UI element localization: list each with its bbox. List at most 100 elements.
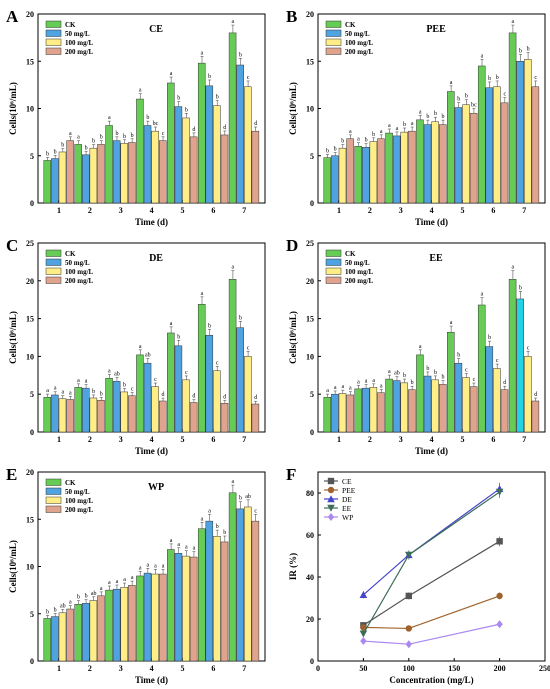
significance-label: c bbox=[247, 75, 250, 81]
significance-label: a bbox=[69, 600, 72, 606]
bar bbox=[213, 105, 221, 204]
bar bbox=[136, 98, 144, 204]
significance-label: a bbox=[61, 390, 64, 396]
bar bbox=[105, 125, 113, 204]
bar bbox=[120, 143, 129, 204]
bar bbox=[220, 541, 229, 662]
legend-swatch bbox=[325, 249, 342, 257]
significance-label: b bbox=[100, 135, 103, 141]
bar bbox=[244, 356, 252, 433]
bar bbox=[508, 32, 517, 204]
y-tick-label: 60 bbox=[306, 531, 314, 540]
legend-label: CK bbox=[65, 479, 76, 487]
bar bbox=[462, 104, 470, 204]
y-tick-label: 20 bbox=[26, 10, 34, 19]
bar bbox=[392, 380, 401, 433]
legend-label: 50 mg/L bbox=[345, 30, 370, 38]
significance-label: b bbox=[326, 148, 329, 154]
legend-swatch bbox=[325, 38, 342, 46]
significance-label: a bbox=[170, 321, 173, 327]
panel-title: DE bbox=[149, 253, 163, 264]
significance-label: d bbox=[223, 394, 226, 400]
significance-label: b bbox=[372, 132, 375, 138]
y-tick-label: 15 bbox=[306, 315, 314, 324]
significance-label: b bbox=[334, 147, 337, 153]
significance-label: a bbox=[177, 542, 180, 548]
bar bbox=[531, 400, 540, 433]
significance-label: c bbox=[473, 377, 476, 383]
x-axis-label: Time (d) bbox=[415, 446, 448, 456]
x-axis-label: Time (d) bbox=[135, 446, 168, 456]
y-tick-label: 10 bbox=[306, 105, 314, 114]
significance-label: a bbox=[46, 388, 49, 394]
bar bbox=[120, 391, 129, 433]
bar bbox=[362, 146, 370, 204]
bar bbox=[354, 388, 362, 433]
bar bbox=[408, 389, 416, 433]
bar bbox=[174, 106, 183, 204]
series-line bbox=[363, 488, 500, 596]
x-axis-label: Time (d) bbox=[135, 217, 168, 227]
y-tick-label: 0 bbox=[310, 199, 314, 208]
bar bbox=[82, 154, 90, 204]
y-tick-label: 10 bbox=[306, 352, 314, 361]
significance-label: a bbox=[232, 265, 235, 271]
bar bbox=[182, 379, 190, 433]
bar bbox=[51, 158, 59, 204]
bar bbox=[251, 130, 260, 204]
bar bbox=[74, 604, 82, 662]
significance-label: c bbox=[247, 345, 250, 351]
data-point bbox=[496, 538, 503, 545]
significance-label: b bbox=[239, 315, 242, 321]
bar bbox=[158, 140, 167, 204]
y-axis-label: Cells(10⁶/mL) bbox=[288, 311, 298, 364]
y-tick-label: 15 bbox=[26, 315, 34, 324]
bar bbox=[400, 131, 409, 204]
legend-swatch bbox=[325, 47, 342, 55]
y-tick-label: 20 bbox=[306, 10, 314, 19]
significance-label: c bbox=[465, 368, 468, 374]
legend-swatch bbox=[45, 47, 62, 55]
significance-label: ab bbox=[60, 604, 66, 610]
y-tick-label: 15 bbox=[306, 57, 314, 66]
legend-swatch bbox=[45, 267, 62, 275]
x-tick-label: 250 bbox=[539, 664, 550, 673]
x-axis-label: Time (d) bbox=[415, 217, 448, 227]
y-tick-label: 15 bbox=[26, 515, 34, 524]
bar bbox=[197, 303, 206, 433]
significance-label: a bbox=[131, 575, 134, 581]
bar bbox=[369, 387, 378, 433]
x-tick-label: 2 bbox=[368, 206, 372, 215]
significance-label: c bbox=[527, 345, 530, 351]
legend-swatch bbox=[45, 496, 62, 504]
legend-label: 100 mg/L bbox=[345, 39, 374, 47]
legend-label: CK bbox=[345, 21, 356, 29]
significance-label: b bbox=[488, 76, 491, 82]
series-line bbox=[363, 623, 500, 645]
bar bbox=[416, 354, 424, 433]
bar bbox=[228, 492, 237, 662]
legend-label: 50 mg/L bbox=[65, 488, 90, 496]
significance-label: c bbox=[162, 131, 165, 137]
data-point bbox=[359, 630, 368, 638]
y-axis-label: Cells(10⁶/mL) bbox=[8, 311, 18, 364]
significance-label: b bbox=[100, 391, 103, 397]
bar bbox=[369, 141, 378, 204]
bar bbox=[58, 151, 67, 204]
bar bbox=[128, 585, 136, 662]
significance-label: b bbox=[115, 131, 118, 137]
bar bbox=[189, 402, 198, 433]
significance-label: b bbox=[365, 138, 368, 144]
bar bbox=[205, 520, 214, 662]
legend-label: 50 mg/L bbox=[65, 30, 90, 38]
significance-label: a bbox=[357, 379, 360, 385]
bar bbox=[485, 346, 494, 433]
significance-label: b bbox=[61, 143, 64, 149]
significance-label: a bbox=[139, 565, 142, 571]
bar bbox=[423, 124, 432, 204]
y-tick-label: 10 bbox=[26, 352, 34, 361]
data-point bbox=[495, 488, 504, 496]
panel-title: WP bbox=[148, 482, 164, 493]
bar bbox=[97, 399, 105, 433]
